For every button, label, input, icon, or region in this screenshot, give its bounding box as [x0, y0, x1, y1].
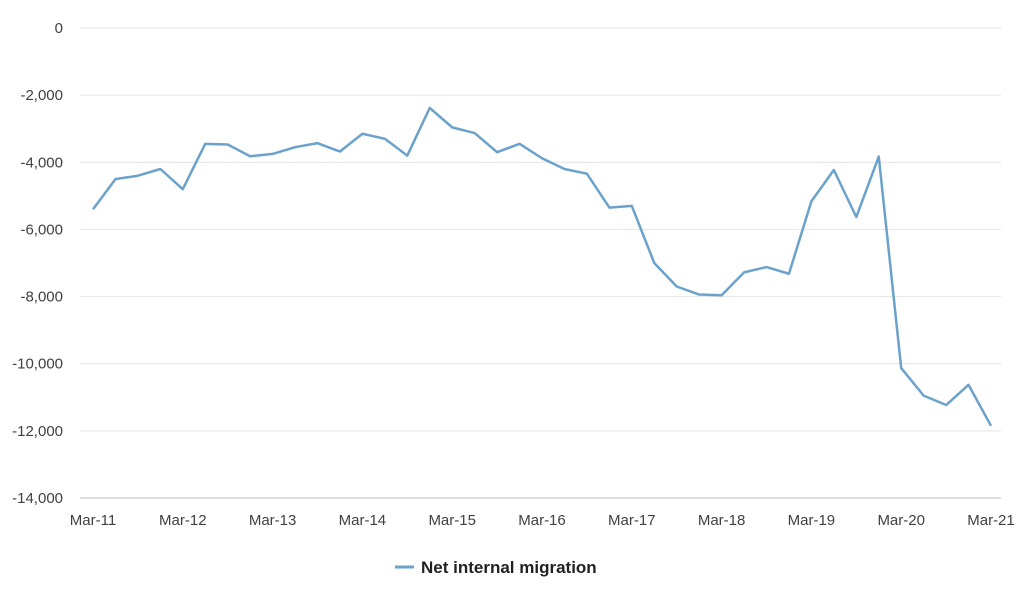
x-tick-label: Mar-12: [159, 512, 207, 529]
x-tick-label: Mar-13: [249, 512, 297, 529]
x-tick-label: Mar-17: [608, 512, 656, 529]
gridlines: [80, 27, 1001, 432]
y-axis-tick-labels: 0 -2,000 -4,000 -6,000 -8,000 -10,000 -12,000 -…: [12, 20, 63, 507]
x-tick-label: Mar-20: [877, 512, 925, 529]
y-tick-label: -2,000: [20, 87, 63, 104]
x-tick-label: Mar-11: [70, 512, 116, 529]
legend-label-net-internal-migration: Net internal migration: [421, 558, 597, 577]
y-tick-label: -8,000: [20, 289, 63, 306]
y-tick-label: -14,000: [12, 490, 63, 507]
y-tick-label: -10,000: [12, 356, 63, 373]
y-tick-label: 0: [55, 20, 63, 37]
y-tick-label: -4,000: [20, 154, 63, 171]
x-axis-tick-labels: Mar-11 Mar-12 Mar-13 Mar-14 Mar-15 Mar-16 Mar-…: [70, 512, 1015, 529]
series-layer: [91, 106, 993, 427]
x-tick-label: Mar-18: [698, 512, 746, 529]
x-tick-label: Mar-14: [339, 512, 387, 529]
series-line-net-internal-migration: [91, 106, 993, 427]
x-tick-label: Mar-21: [967, 512, 1015, 529]
y-tick-label: -12,000: [12, 423, 63, 440]
x-tick-label: Mar-15: [428, 512, 476, 529]
legend: Net internal migration: [395, 558, 597, 577]
x-tick-label: Mar-16: [518, 512, 566, 529]
x-tick-label: Mar-19: [788, 512, 836, 529]
y-tick-label: -6,000: [20, 221, 63, 238]
